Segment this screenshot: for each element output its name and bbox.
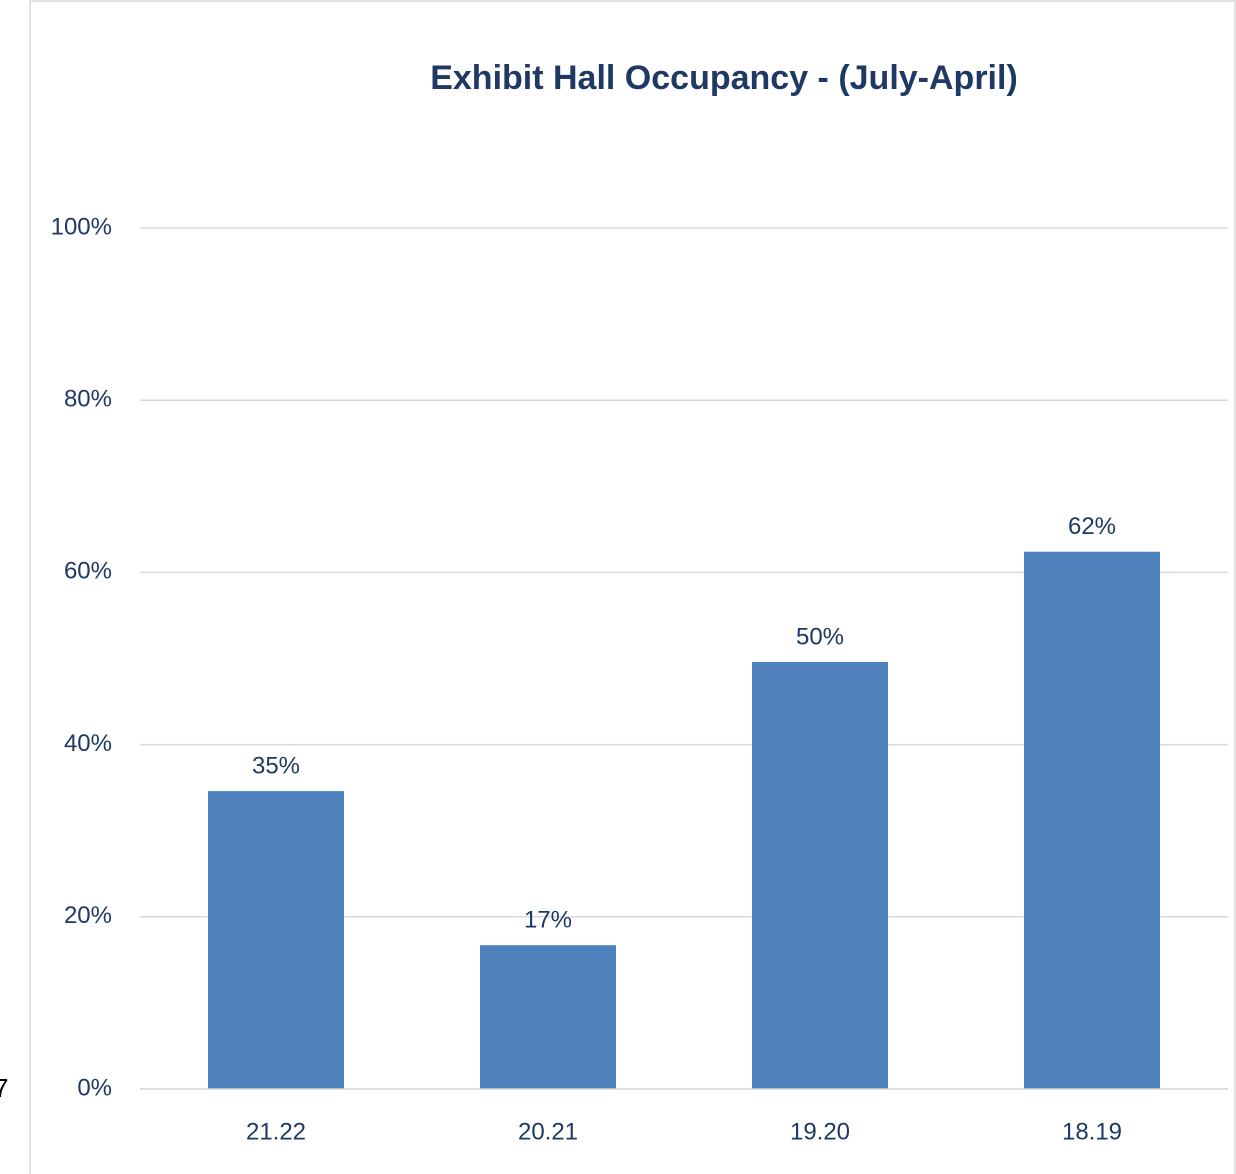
data-label: 35% xyxy=(252,752,300,779)
bar xyxy=(480,945,616,1089)
y-tick-label: 100% xyxy=(51,213,112,240)
data-label: 17% xyxy=(524,907,572,934)
data-label: 50% xyxy=(796,623,844,650)
y-tick-label: 60% xyxy=(64,558,112,585)
bar xyxy=(752,661,888,1089)
chart-title: Exhibit Hall Occupancy - (July-April) xyxy=(430,59,1018,97)
y-tick-label: 20% xyxy=(64,902,112,929)
x-tick-label: 21.22 xyxy=(246,1118,306,1145)
annotation: 7 xyxy=(0,1073,8,1103)
y-tick-label: 40% xyxy=(64,730,112,757)
y-tick-label: 80% xyxy=(64,386,112,413)
bar xyxy=(208,791,344,1089)
y-tick-label: 0% xyxy=(77,1074,112,1101)
bar xyxy=(1024,551,1160,1089)
data-label: 62% xyxy=(1068,513,1116,540)
x-tick-label: 20.21 xyxy=(518,1118,578,1145)
x-tick-label: 18.19 xyxy=(1062,1118,1122,1145)
x-tick-label: 19.20 xyxy=(790,1118,850,1145)
